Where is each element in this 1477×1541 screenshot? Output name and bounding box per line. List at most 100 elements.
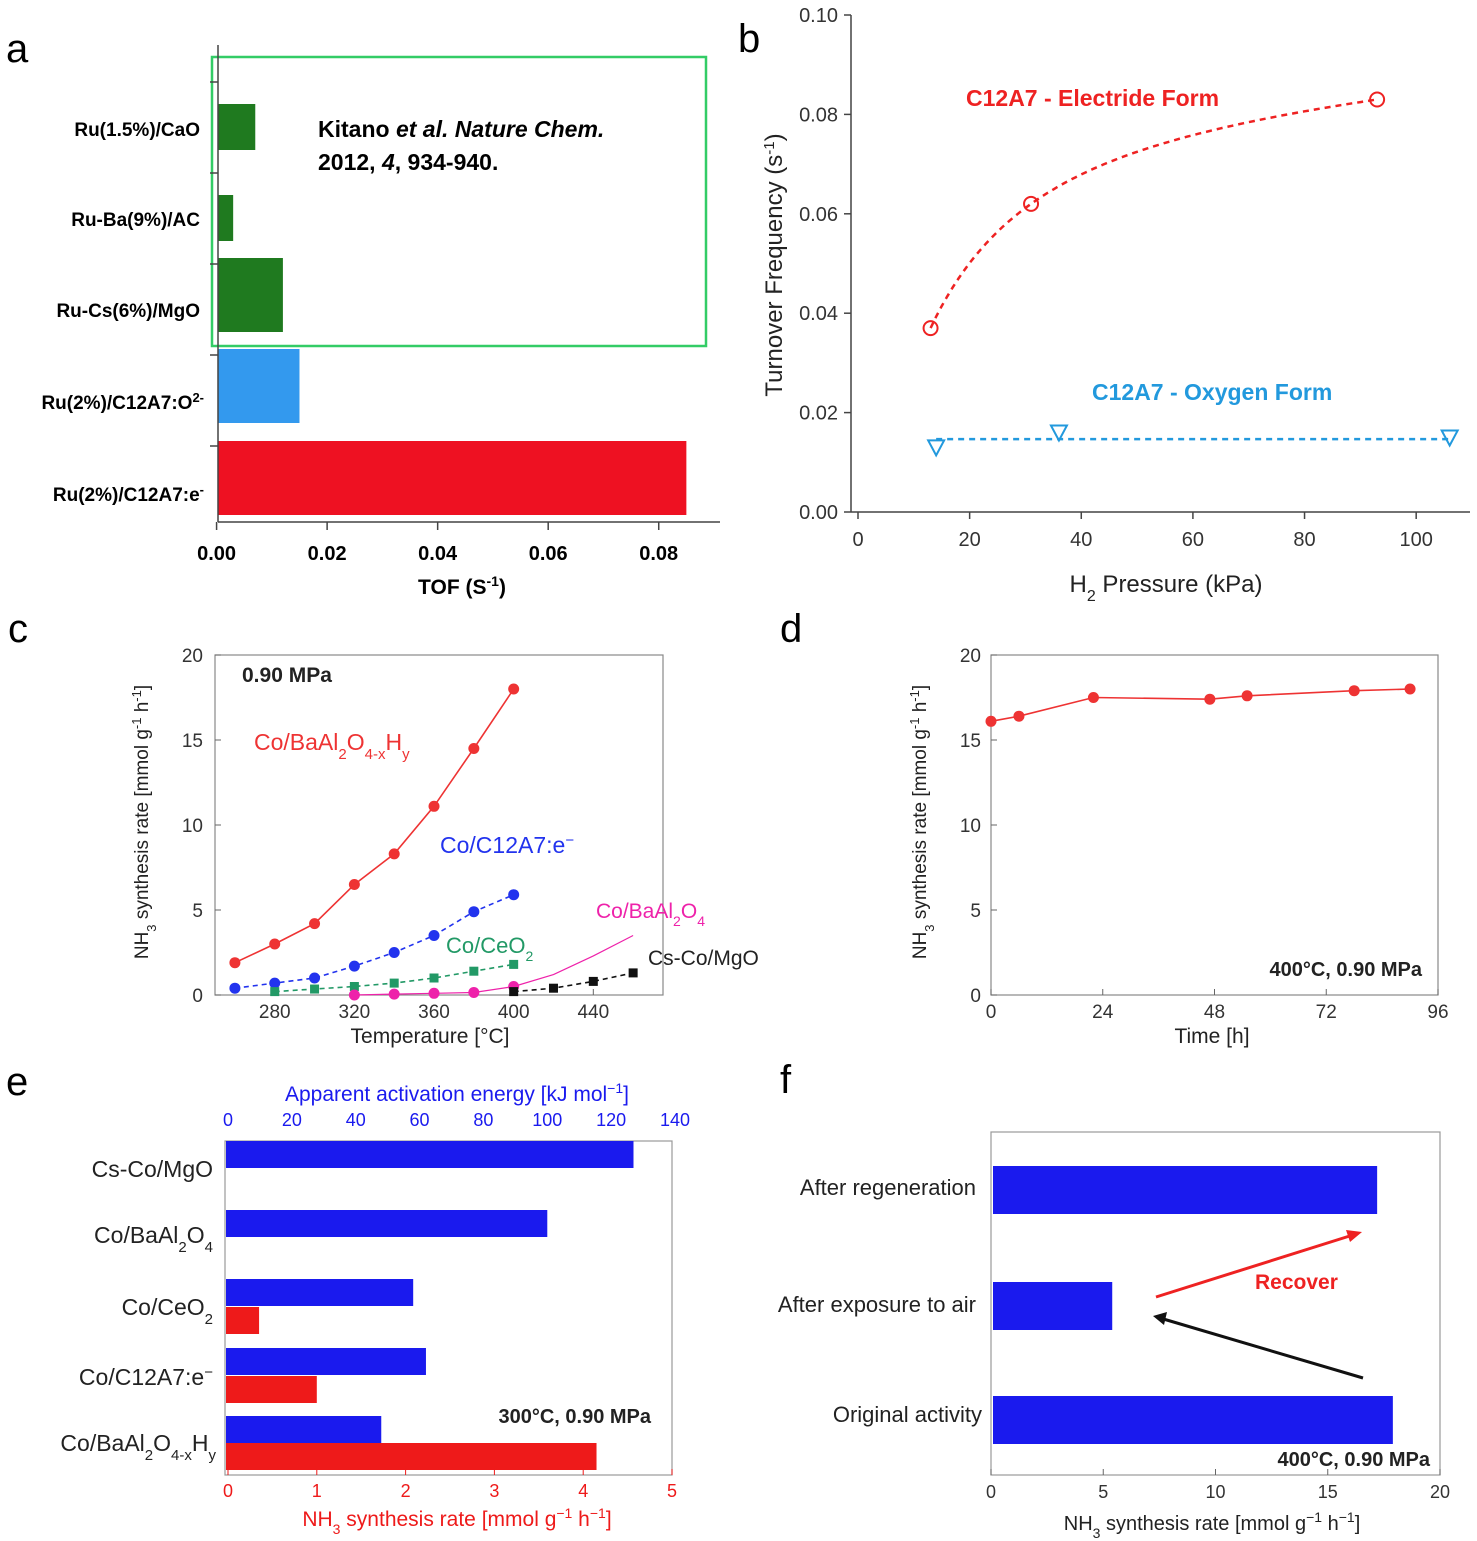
x-tick-label: 20 — [1430, 1482, 1450, 1502]
panel-c-frame — [214, 654, 664, 996]
bottom-tick-label: 1 — [312, 1481, 322, 1501]
bar — [993, 1166, 1378, 1214]
oxygen-point — [926, 439, 946, 458]
label-co-c12a7: Co/C12A7:e− — [440, 832, 574, 859]
x-tick-label: 48 — [1204, 1002, 1225, 1023]
data-point — [388, 947, 400, 958]
x-tick-label: 360 — [418, 1002, 450, 1023]
exposure-arrow — [1159, 1316, 1364, 1380]
recover-arrow-head — [1346, 1230, 1362, 1242]
y-tick-label: 10 — [182, 816, 203, 837]
activation-energy-bar — [226, 1348, 426, 1375]
recover-arrow — [1155, 1232, 1357, 1299]
y-tick-label: 15 — [960, 731, 981, 752]
exposure-arrow-head — [1153, 1312, 1167, 1325]
panel-e-letter: e — [6, 1060, 28, 1104]
bar — [218, 104, 256, 150]
bar — [218, 441, 687, 515]
category-label: Co/BaAl2O4-xHy — [60, 1430, 216, 1464]
data-point — [985, 715, 997, 727]
data-point — [270, 987, 280, 997]
panel-b-y-label: Turnover Frequency (s-1) — [761, 133, 789, 396]
top-tick-label: 120 — [596, 1110, 626, 1130]
y-tick-label: 20 — [182, 646, 203, 667]
panel-e-top-axis-label: Apparent activation energy [kJ mol−1] — [285, 1080, 629, 1106]
legend-electride: C12A7 - Electride Form — [966, 85, 1219, 111]
electride-point — [1369, 91, 1386, 108]
panel-a-bars — [218, 104, 687, 515]
data-point — [1404, 683, 1416, 695]
top-tick-label: 0 — [223, 1110, 233, 1130]
x-tick-label: 24 — [1092, 1002, 1114, 1023]
panel-d-plot — [985, 683, 1416, 727]
data-point — [269, 977, 281, 989]
panel-e-category-labels: Cs-Co/MgO Co/BaAl2O4 Co/CeO2 Co/C12A7:e−… — [60, 1156, 216, 1464]
data-point — [588, 976, 598, 986]
electride-point — [922, 320, 939, 337]
panel-c-condition: 0.90 MPa — [242, 664, 332, 687]
panel-c-x-label: Temperature [°C] — [351, 1025, 510, 1048]
top-tick-label: 140 — [660, 1110, 690, 1130]
synthesis-rate-bar — [226, 1376, 317, 1403]
data-point — [1204, 693, 1216, 705]
panel-f: f 0 5 10 15 20 After regeneration After expo… — [778, 1058, 1450, 1541]
bar — [218, 349, 300, 423]
data-point — [1013, 710, 1025, 722]
activation-energy-bar — [226, 1279, 414, 1306]
panel-c-ticks: 280 320 360 400 440 0 5 10 15 20 — [182, 646, 609, 1023]
panel-b: b 0 20 40 60 80 100 0.00 0.02 0.04 0.06 0.08 0.10 H… — [738, 5, 1470, 605]
category-label: Co/C12A7:e− — [79, 1364, 213, 1391]
y-tick-label: 0.06 — [799, 204, 838, 226]
data-point — [628, 968, 638, 978]
x-tick-label: 0.04 — [418, 543, 458, 565]
panel-b-x-label: H2 Pressure (kPa) — [1070, 571, 1263, 605]
data-point — [468, 906, 480, 918]
data-point — [1241, 690, 1253, 702]
data-point — [469, 966, 479, 976]
data-point — [509, 959, 519, 969]
panel-e-bottom-axis-label: NH3 synthesis rate [mmol g−1 h−1] — [302, 1505, 611, 1537]
bottom-tick-label: 3 — [489, 1481, 499, 1501]
panel-c-letter: c — [8, 607, 28, 651]
panel-f-ticks: 0 5 10 15 20 — [986, 1469, 1450, 1502]
category-label: Ru(2%)/C12A7:O2- — [41, 390, 204, 415]
x-tick-label: 80 — [1293, 529, 1315, 551]
y-tick-label: 5 — [192, 901, 203, 922]
x-tick-label: 0.00 — [197, 543, 236, 565]
category-label: Ru(1.5%)/CaO — [74, 120, 200, 141]
category-label: Co/CeO2 — [122, 1294, 213, 1328]
data-point — [508, 683, 520, 695]
panel-d-x-label: Time [h] — [1174, 1025, 1249, 1048]
y-tick-label: 5 — [970, 901, 981, 922]
data-point — [389, 978, 399, 988]
activation-energy-bar — [226, 1210, 548, 1237]
data-point — [428, 930, 440, 941]
panel-e-bars — [226, 1141, 634, 1470]
label-cs-co-mgo: Cs-Co/MgO — [648, 947, 759, 970]
panel-a-x-label: TOF (S-1) — [418, 573, 506, 599]
series-line — [513, 972, 634, 993]
y-tick-label: 0 — [192, 986, 203, 1007]
data-point — [388, 848, 400, 860]
panel-d-y-label: NH3 synthesis rate [mmol g-1 h-1] — [907, 685, 937, 959]
x-tick-label: 400 — [498, 1002, 530, 1023]
category-label: Ru(2%)/C12A7:e- — [53, 482, 204, 507]
x-tick-label: 72 — [1316, 1002, 1337, 1023]
category-label: Ru-Cs(6%)/MgO — [56, 301, 200, 322]
category-label: Original activity — [833, 1402, 982, 1427]
electride-point — [1023, 195, 1040, 212]
panel-b-plot — [922, 91, 1460, 458]
data-point — [1087, 692, 1099, 703]
data-point — [349, 982, 359, 991]
panel-b-ticks: 0 20 40 60 80 100 0.00 0.02 0.04 0.06 0.08 0.10 — [799, 5, 1433, 551]
data-point — [508, 889, 520, 901]
data-point — [229, 957, 241, 969]
panel-c-plot — [229, 683, 638, 1001]
x-tick-label: 96 — [1427, 1002, 1448, 1023]
electride-fit-line — [929, 98, 1378, 329]
data-point — [428, 800, 440, 812]
panel-f-bars — [993, 1166, 1393, 1444]
x-tick-label: 320 — [339, 1002, 371, 1023]
data-point — [468, 986, 480, 998]
